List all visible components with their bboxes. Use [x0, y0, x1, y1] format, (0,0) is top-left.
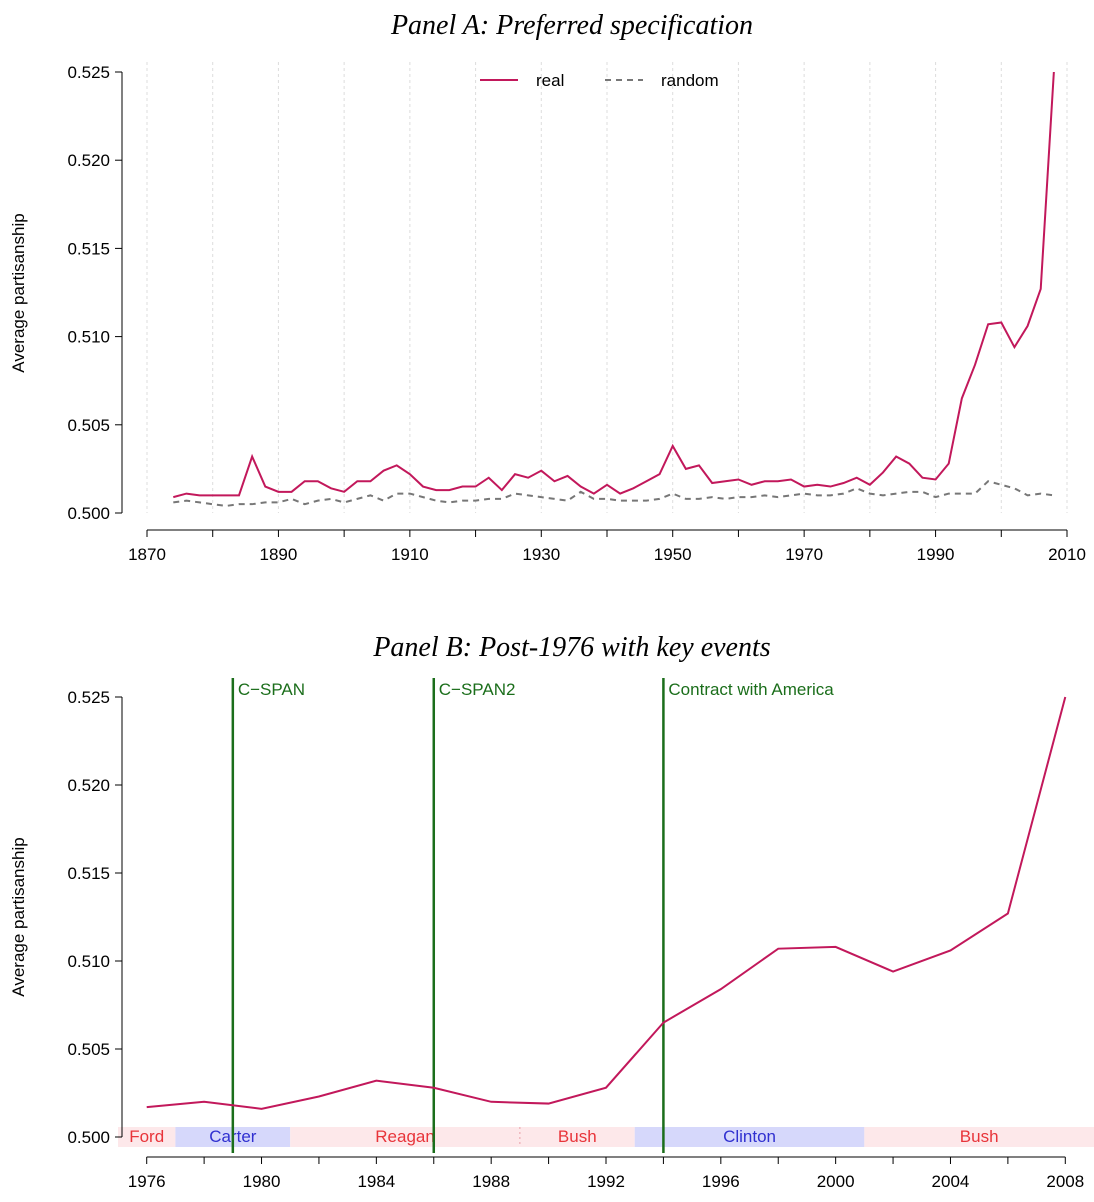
panel-title: Panel B: Post-1976 with key events [372, 632, 770, 663]
y-tick-label: 0.515 [67, 864, 110, 883]
x-tick-label: 1976 [128, 1172, 166, 1191]
x-tick-label: 1870 [128, 545, 166, 564]
y-tick-label: 0.510 [67, 328, 110, 347]
y-tick-label: 0.525 [67, 688, 110, 707]
series-line [173, 480, 1054, 507]
x-tick-label: 2010 [1048, 545, 1086, 564]
x-tick-label: 1984 [357, 1172, 395, 1191]
legend-label: real [536, 71, 564, 90]
legend-label: random [661, 71, 719, 90]
y-tick-label: 0.520 [67, 151, 110, 170]
president-band [118, 1127, 176, 1147]
x-tick-label: 1910 [391, 545, 429, 564]
x-tick-label: 1988 [472, 1172, 510, 1191]
y-tick-label: 0.510 [67, 952, 110, 971]
y-tick-label: 0.500 [67, 1128, 110, 1147]
x-tick-label: 2008 [1046, 1172, 1084, 1191]
x-tick-label: 1950 [654, 545, 692, 564]
y-tick-label: 0.520 [67, 776, 110, 795]
x-tick-label: 1890 [260, 545, 298, 564]
series-line [173, 71, 1055, 499]
x-tick-label: 2004 [932, 1172, 970, 1191]
y-tick-label: 0.525 [67, 63, 110, 82]
event-label: C−SPAN [238, 680, 305, 699]
x-tick-label: 1930 [522, 545, 560, 564]
x-tick-label: 2000 [817, 1172, 855, 1191]
event-label: C−SPAN2 [439, 680, 516, 699]
president-label: Bush [960, 1127, 999, 1146]
x-tick-label: 1992 [587, 1172, 625, 1191]
president-band [634, 1127, 865, 1147]
series-line [146, 696, 1067, 1110]
y-tick-label: 0.505 [67, 416, 110, 435]
president-label: Reagan [375, 1127, 435, 1146]
x-tick-label: 1980 [243, 1172, 281, 1191]
president-band [290, 1127, 520, 1147]
president-band [519, 1127, 635, 1147]
panel-title: Panel A: Preferred specification [390, 10, 753, 41]
x-tick-label: 1996 [702, 1172, 740, 1191]
event-label: Contract with America [668, 680, 834, 699]
y-tick-label: 0.505 [67, 1040, 110, 1059]
y-axis-label: Average partisanship [9, 213, 28, 372]
president-label: Bush [558, 1127, 597, 1146]
y-tick-label: 0.515 [67, 239, 110, 258]
president-label: Clinton [723, 1127, 776, 1146]
president-label: Ford [129, 1127, 164, 1146]
y-axis-label: Average partisanship [9, 837, 28, 996]
x-tick-label: 1990 [917, 545, 955, 564]
band-layer [118, 1127, 1094, 1147]
president-band [864, 1127, 1094, 1147]
x-tick-label: 1970 [785, 545, 823, 564]
y-tick-label: 0.500 [67, 504, 110, 523]
